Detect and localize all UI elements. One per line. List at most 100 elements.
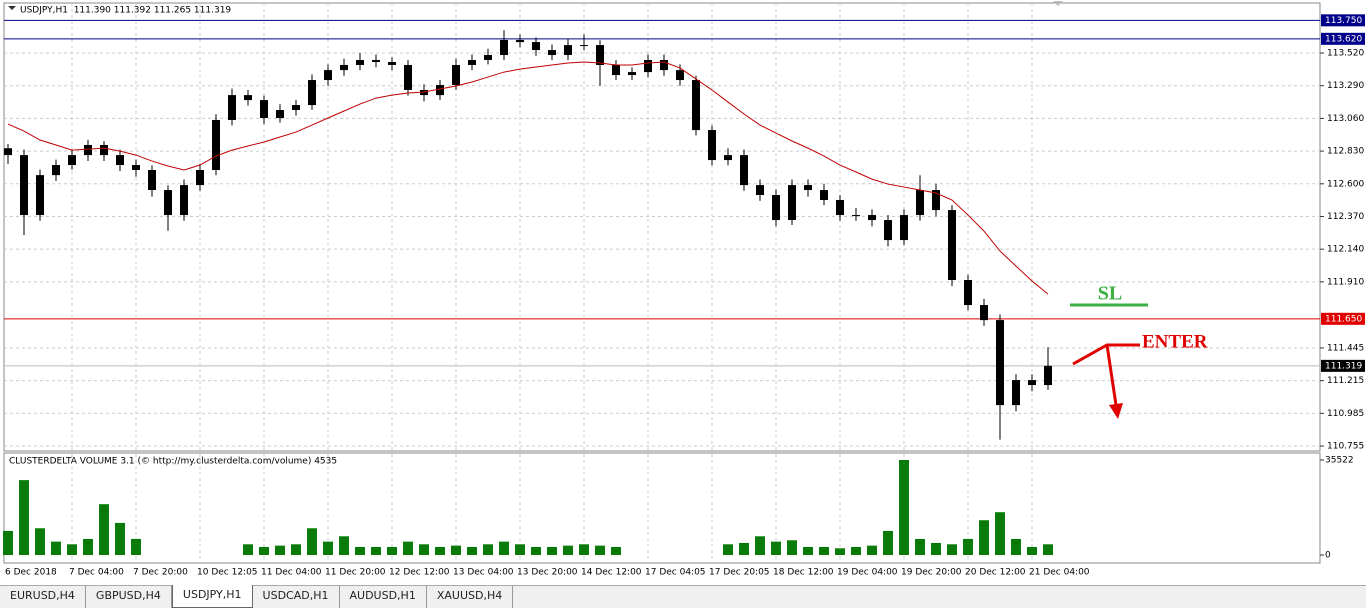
- y-tick-label: 111.910: [1327, 277, 1364, 287]
- x-tick-label: 19 Dec 04:00: [837, 568, 898, 578]
- candle-body: [228, 95, 236, 120]
- sl-label: SL: [1098, 283, 1122, 305]
- candle-body: [676, 70, 684, 81]
- volume-bar: [979, 520, 989, 555]
- volume-bar: [371, 546, 381, 555]
- candle-body: [948, 210, 956, 281]
- volume-bar: [355, 546, 365, 555]
- candle-body: [516, 39, 524, 43]
- volume-bar: [275, 545, 285, 555]
- candle-body: [980, 305, 988, 321]
- level-box: [1321, 359, 1365, 372]
- candle-body: [1028, 380, 1036, 386]
- chart-tab[interactable]: AUDUSD,H1: [340, 586, 427, 608]
- volume-bar: [915, 538, 925, 555]
- main-panel: [3, 2, 1321, 452]
- y-tick-label: 113.520: [1327, 49, 1364, 59]
- volume-bar: [835, 548, 845, 555]
- candle-body: [900, 215, 908, 241]
- x-tick-label: 21 Dec 04:00: [1029, 568, 1090, 578]
- candle-body: [484, 55, 492, 60]
- volume-bar: [787, 540, 797, 555]
- x-tick-label: 13 Dec 04:00: [453, 568, 514, 578]
- candle-body: [804, 185, 812, 191]
- candle-body: [468, 59, 476, 65]
- candle-body: [868, 215, 876, 221]
- volume-bar: [435, 546, 445, 555]
- volume-bar: [291, 544, 301, 555]
- volume-bar: [995, 512, 1005, 555]
- candle-body: [356, 59, 364, 65]
- chart-tab[interactable]: XAUUSD,H4: [427, 586, 514, 608]
- volume-bar: [611, 546, 621, 555]
- volume-bar: [3, 530, 13, 555]
- candle-body: [340, 64, 348, 71]
- y-tick-label: 110.985: [1327, 409, 1364, 419]
- candle-body: [996, 320, 1004, 406]
- menu-arrow: [8, 6, 16, 10]
- candle-body: [964, 280, 972, 306]
- candle-body: [292, 105, 300, 111]
- candle-body: [68, 155, 76, 166]
- x-tick-label: 7 Dec 20:00: [133, 568, 188, 578]
- volume-bar: [547, 546, 557, 555]
- volume-bar: [1027, 546, 1037, 555]
- volume-bar: [867, 545, 877, 555]
- candle-body: [660, 59, 668, 71]
- candle-body: [436, 85, 444, 96]
- x-tick-label: 17 Dec 04:05: [645, 568, 706, 578]
- x-tick-label: 13 Dec 20:00: [517, 568, 578, 578]
- candle-body: [932, 190, 940, 211]
- arrow-head: [1109, 403, 1123, 419]
- chart-tab[interactable]: EURUSD,H4: [0, 586, 86, 608]
- candle-body: [692, 80, 700, 131]
- x-tick-label: 18 Dec 12:00: [773, 568, 834, 578]
- volume-bar: [419, 544, 429, 555]
- y-tick-label: 35522: [1325, 456, 1354, 466]
- volume-bar: [131, 538, 141, 555]
- level-label: 113.750: [1325, 16, 1362, 26]
- x-tick-label: 17 Dec 20:05: [709, 568, 770, 578]
- candle-body: [196, 170, 204, 186]
- candle-body: [372, 59, 380, 62]
- volume-bar: [467, 546, 477, 555]
- volume-bar: [931, 542, 941, 555]
- candle-body: [756, 185, 764, 196]
- chart-tab[interactable]: USDJPY,H1: [171, 585, 253, 608]
- candle-body: [884, 220, 892, 241]
- candle-body: [324, 70, 332, 81]
- y-tick-label: 112.600: [1327, 179, 1364, 189]
- volume-title: CLUSTERDELTA VOLUME 3.1 (© http://my.clu…: [9, 457, 337, 467]
- chart-tab[interactable]: GBPUSD,H4: [86, 586, 172, 608]
- candle-body: [580, 45, 588, 47]
- y-tick-label: 0: [1325, 551, 1331, 561]
- level-label: 113.620: [1325, 34, 1362, 44]
- candle-body: [84, 144, 92, 156]
- candle-body: [596, 45, 604, 65]
- volume-bar: [67, 544, 77, 555]
- chart-tab[interactable]: USDCAD,H1: [253, 586, 340, 608]
- candle-body: [148, 170, 156, 191]
- volume-bar: [19, 480, 29, 555]
- candle-body: [708, 130, 716, 161]
- candle-body: [820, 190, 828, 200]
- chart: USDJPY,H1 111.390 111.392 111.265 111.31…: [3, 1, 1365, 578]
- y-tick-label: 113.060: [1327, 114, 1364, 124]
- volume-bar: [563, 545, 573, 555]
- candle-body: [420, 89, 428, 96]
- volume-bar: [803, 546, 813, 555]
- candle-body: [20, 155, 28, 216]
- volume-bar: [819, 546, 829, 555]
- y-tick-label: 111.445: [1327, 343, 1364, 353]
- candle-body: [500, 39, 508, 56]
- volume-bar: [451, 545, 461, 555]
- moving-average: [7, 61, 1049, 295]
- shift-marker: [1053, 1, 1063, 6]
- volume-bar: [403, 541, 413, 555]
- x-tick-label: 12 Dec 12:00: [389, 568, 450, 578]
- x-tick-label: 20 Dec 12:00: [965, 568, 1026, 578]
- candle-body: [100, 144, 108, 156]
- volume-bar: [1011, 538, 1021, 555]
- volume-bar: [755, 536, 765, 555]
